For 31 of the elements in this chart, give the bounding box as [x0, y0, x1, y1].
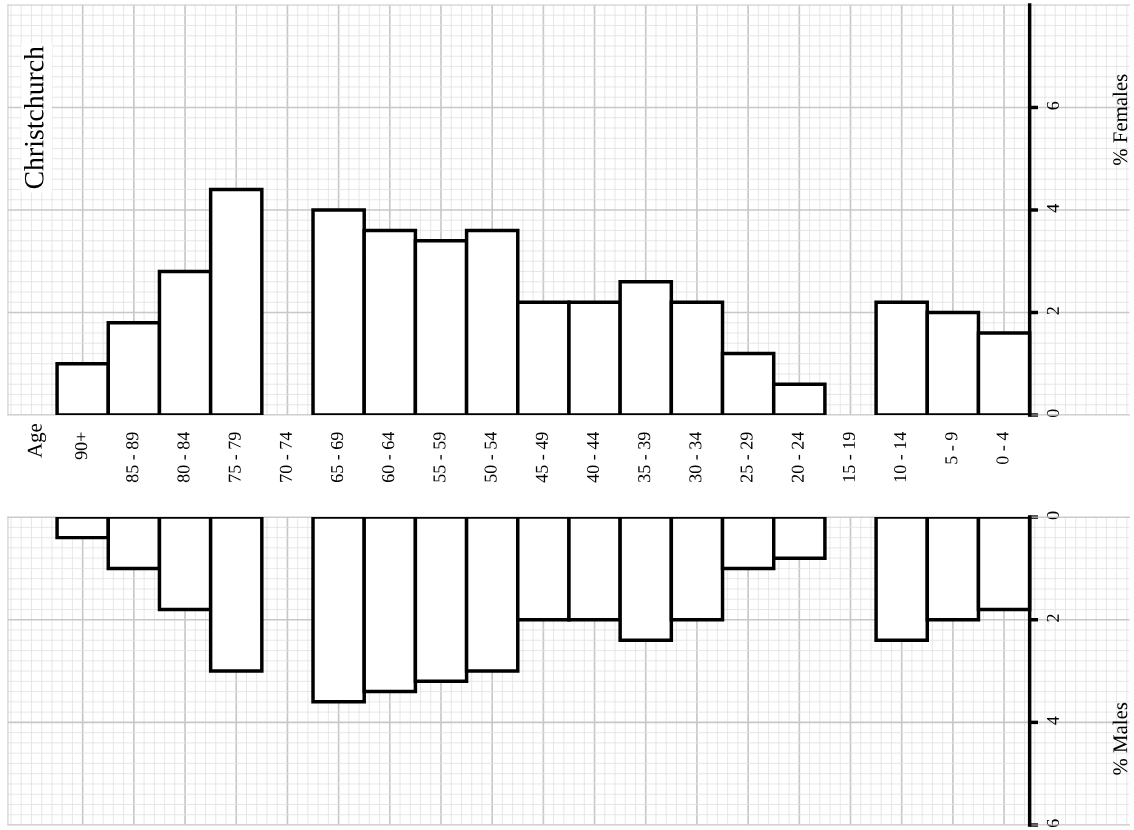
- y-tick-label: 0: [1046, 409, 1060, 418]
- x-tick-label: 45 - 49: [535, 432, 548, 483]
- x-tick-label: 50 - 54: [484, 431, 497, 482]
- y-axis-title: % Males: [1112, 702, 1128, 775]
- y-axis-title: % Females: [1112, 74, 1128, 166]
- y-tick-label: 6: [1046, 101, 1060, 110]
- y-tick-label: 4: [1046, 204, 1059, 213]
- x-tick-label: 70 - 74: [279, 431, 292, 482]
- x-tick-label: 20 - 24: [791, 431, 804, 483]
- x-tick-label: 85 - 89: [126, 432, 139, 483]
- y-tick-label: 2: [1046, 307, 1059, 315]
- y-tick-label: 0: [1046, 511, 1060, 520]
- text: Age: [27, 423, 47, 458]
- x-tick-label: 90+: [75, 432, 88, 460]
- x-tick-label: 0 - 4: [996, 431, 1009, 465]
- x-tick-label: 15 - 19: [842, 432, 856, 482]
- x-tick-label: 80 - 84: [177, 431, 190, 483]
- y-tick-label: 6: [1046, 819, 1060, 828]
- x-tick-label: 35 - 39: [638, 432, 651, 482]
- x-tick-label: 55 - 59: [433, 432, 446, 482]
- y-tick-label: 4: [1046, 716, 1059, 725]
- x-tick-label: 60 - 64: [382, 431, 395, 483]
- x-tick-label: 10 - 14: [894, 431, 907, 482]
- x-tick-label: 65 - 69: [331, 432, 344, 483]
- x-tick-label: 5 - 9: [945, 432, 958, 464]
- x-tick-label: 75 - 79: [228, 432, 241, 482]
- text: Christchurch: [24, 46, 44, 189]
- x-tick-label: 25 - 29: [740, 432, 753, 483]
- x-tick-label: 40 - 44: [586, 431, 600, 483]
- y-tick-label: 2: [1046, 614, 1059, 622]
- x-tick-label: 30 - 34: [689, 431, 702, 482]
